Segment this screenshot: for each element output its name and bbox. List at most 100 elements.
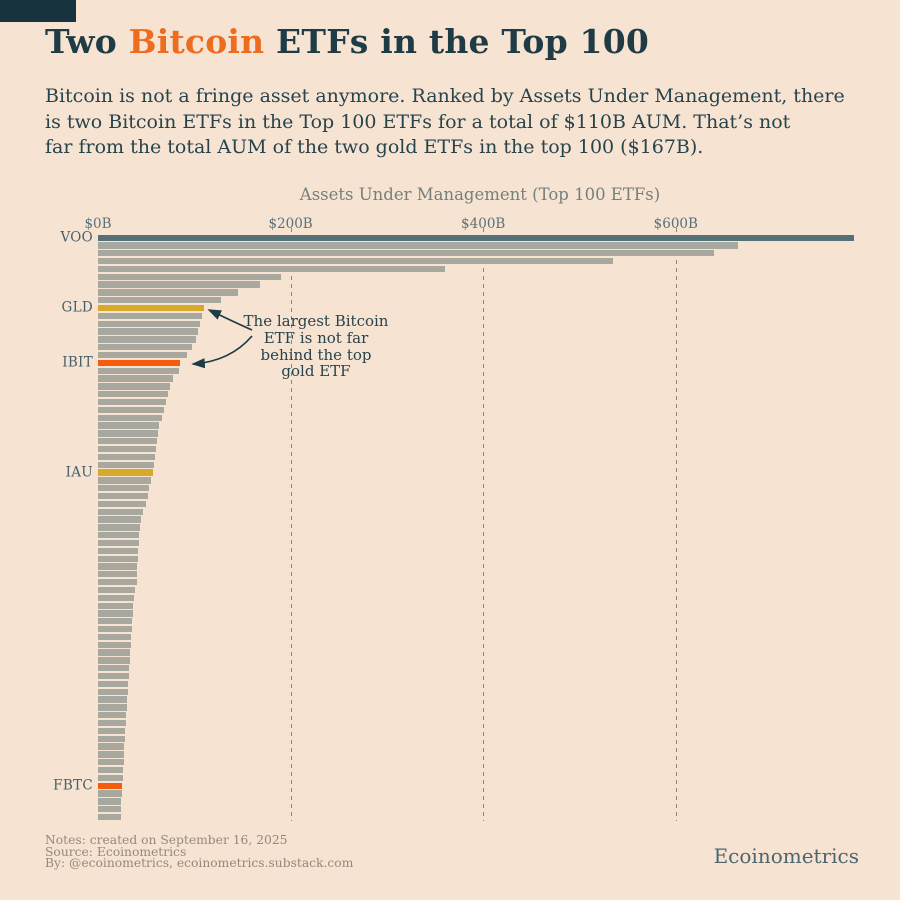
corner-accent-block [0,0,76,22]
bar [98,461,154,468]
bar [98,766,124,774]
bar [98,539,139,547]
bar [98,398,167,406]
y-label-iau: IAU [65,464,93,481]
bar [98,242,739,249]
gridline-200b [290,228,292,821]
bar [98,257,614,265]
bar [98,633,132,641]
title-highlight-bitcoin: Bitcoin [128,22,265,61]
bar-iau [98,469,153,476]
bar [98,688,128,695]
bar [98,367,179,374]
bar [98,626,132,633]
bar [98,641,131,648]
bar [98,610,133,617]
bar [98,665,130,672]
bar [98,704,127,711]
bar [98,375,174,382]
annotation-callout: The largest Bitcoin ETF is not far behin… [243,312,389,381]
arrow-to-gld-bar [207,309,253,331]
bar [98,806,121,813]
bar [98,516,141,523]
bar [98,320,201,327]
x-tick-400b: $400B [461,216,506,232]
bar [98,289,238,296]
y-label-gld: GLD [61,299,93,316]
bar [98,477,151,484]
bar [98,680,129,688]
bar [98,492,149,500]
bar [98,532,140,539]
bar [98,586,136,594]
chart-title: Assets Under Management (Top 100 ETFs) [299,185,661,204]
bar [98,508,144,515]
bar [98,727,126,735]
bar [98,414,162,421]
bar-voo [98,234,854,241]
bar [98,281,260,288]
bar [98,344,193,351]
subtitle-paragraph: Bitcoin is not a fringe asset anymore. R… [45,85,845,159]
gridline-400b [483,228,485,821]
bar [98,602,134,609]
bar-ibit [98,359,180,367]
bar-gld [98,304,204,312]
title-pre: Two [45,22,129,61]
bar [98,328,199,335]
bar [98,571,137,578]
annotation-arrows [191,309,253,369]
bar-fbtc [98,782,123,789]
bar [98,672,129,680]
bar [98,250,715,257]
bar [98,798,122,805]
bar [98,774,123,782]
bar [98,383,171,390]
bar [98,657,130,664]
bar [98,312,202,320]
bar [98,524,140,531]
bar [98,618,133,625]
bar [98,297,222,304]
bar [98,735,125,742]
gridline-600b [675,228,677,821]
x-tick-0b: $0B [84,216,112,232]
brand-wordmark: Ecoinometrics [713,844,859,868]
bar [98,712,127,719]
bar [98,485,150,492]
bar [98,696,128,703]
bar [98,422,159,429]
bar [98,406,165,414]
footer-notes: Notes: created on September 16, 2025 Sou… [45,833,354,871]
y-label-ibit: IBIT [62,354,93,371]
x-tick-200b: $200B [268,216,313,232]
page-title: Two Bitcoin ETFs in the Top 100 [45,22,649,61]
bar [98,336,197,343]
bar [98,391,169,398]
bar [98,743,125,750]
bar [98,579,137,586]
bar [98,649,131,656]
bar [98,759,124,766]
bar [98,453,155,461]
x-tick-600b: $600B [653,216,698,232]
bar [98,555,138,562]
arrow-to-ibit-bar [191,335,253,369]
y-label-fbtc: FBTC [53,777,93,794]
bar [98,351,187,359]
bar [98,547,139,554]
y-label-voo: VOO [60,229,93,246]
bar [98,790,122,797]
bar [98,500,147,508]
title-post: ETFs in the Top 100 [264,22,650,61]
bar [98,438,157,445]
bar [98,273,281,280]
bar [98,719,126,727]
bar [98,594,135,601]
bar [98,751,124,758]
bar [98,445,156,453]
bar [98,813,121,821]
bar [98,265,445,273]
